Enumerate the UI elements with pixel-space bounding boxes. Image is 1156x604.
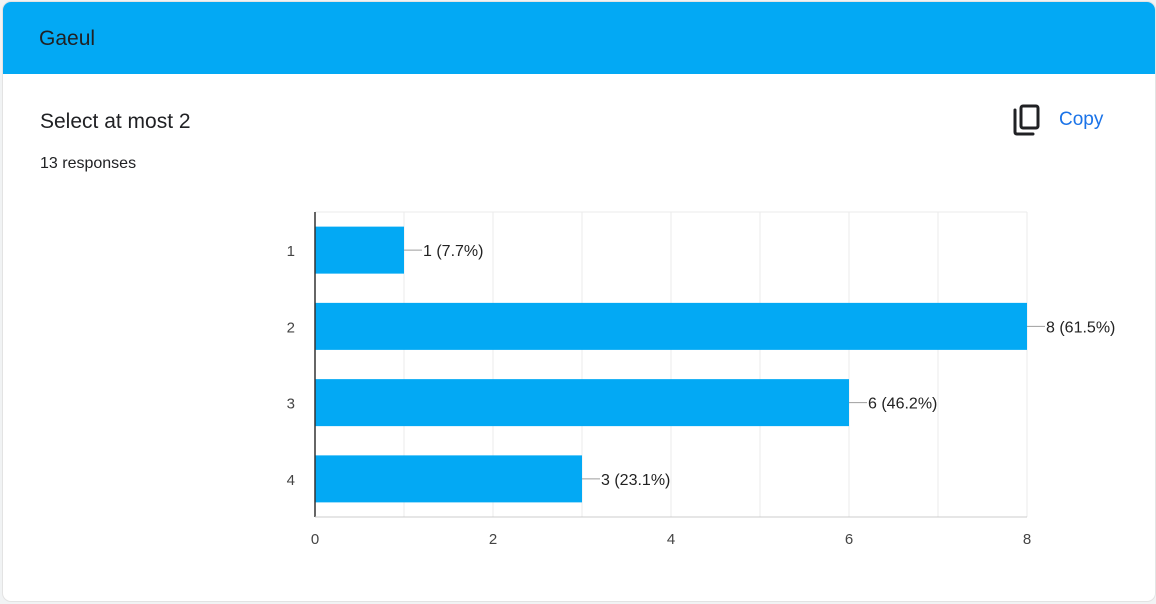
y-tick-label-2: 2 bbox=[287, 319, 295, 336]
bar-1 bbox=[315, 226, 404, 274]
x-tick-label-8: 8 bbox=[1023, 531, 1031, 548]
copy-icon bbox=[1013, 104, 1040, 136]
x-tick-label-0: 0 bbox=[311, 531, 319, 548]
copy-button[interactable]: Copy bbox=[1013, 103, 1103, 137]
bar-3 bbox=[315, 379, 849, 427]
x-tick-label-2: 2 bbox=[489, 531, 497, 548]
x-tick-label-6: 6 bbox=[845, 531, 853, 548]
y-tick-label-3: 3 bbox=[287, 396, 295, 413]
y-tick-label-4: 4 bbox=[287, 472, 295, 489]
response-count: 13 responses bbox=[40, 155, 137, 172]
bar-chart: 1 (7.7%) 1 8 (61.5%) 2 6 (46.2%) 3 3 (23.1%) 4 0… bbox=[287, 211, 1115, 548]
bar-2 bbox=[315, 302, 1027, 350]
data-label-4: 3 (23.1%) bbox=[601, 472, 670, 489]
card-header: Gaeul bbox=[3, 2, 1155, 74]
question-title: Select at most 2 bbox=[40, 110, 191, 133]
header-title: Gaeul bbox=[39, 27, 96, 50]
response-card: Gaeul Select at most 2 13 responses Copy… bbox=[3, 2, 1155, 601]
copy-label: Copy bbox=[1059, 109, 1104, 130]
bar-4 bbox=[315, 455, 582, 503]
x-tick-label-4: 4 bbox=[667, 531, 675, 548]
data-label-1: 1 (7.7%) bbox=[423, 243, 483, 260]
data-label-3: 6 (46.2%) bbox=[868, 396, 937, 413]
y-tick-label-1: 1 bbox=[287, 243, 295, 260]
data-label-2: 8 (61.5%) bbox=[1046, 319, 1115, 336]
